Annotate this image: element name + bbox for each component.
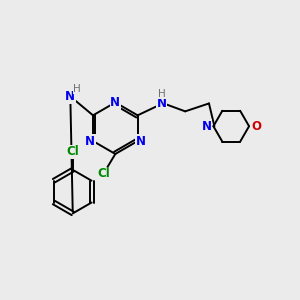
Text: H: H [73, 84, 81, 94]
Text: N: N [136, 135, 146, 148]
Text: H: H [158, 88, 165, 98]
Text: N: N [65, 90, 75, 103]
Text: N: N [201, 120, 212, 133]
Text: N: N [85, 135, 95, 148]
Text: N: N [156, 97, 167, 110]
Text: N: N [110, 96, 120, 109]
Text: O: O [251, 120, 261, 133]
Text: Cl: Cl [66, 146, 79, 158]
Text: Cl: Cl [97, 167, 110, 180]
